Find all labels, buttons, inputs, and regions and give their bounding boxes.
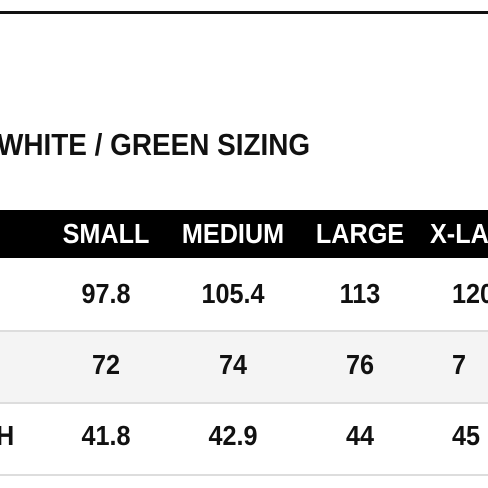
top-rule: [0, 11, 488, 14]
cell: 113: [339, 278, 381, 309]
cell: 76: [345, 349, 375, 380]
title: WHITE / GREEN SIZING: [0, 127, 311, 162]
cell: 105.4: [201, 278, 265, 309]
bottom-rule: [0, 474, 488, 476]
cell: 72: [91, 349, 121, 380]
row-band: [0, 330, 488, 404]
cell: 97.8: [81, 278, 131, 309]
header-cell: LARGE: [315, 218, 405, 249]
cell: 74: [218, 349, 248, 380]
cell: 45: [452, 420, 481, 451]
row-label: H: [0, 420, 14, 452]
cell: 41.8: [81, 420, 131, 451]
cell: 7: [452, 349, 467, 380]
header-cell: SMALL: [62, 218, 150, 249]
cell: 42.9: [208, 420, 258, 451]
header-cell: X-LA: [430, 218, 488, 249]
header-bar: [0, 210, 488, 258]
cell: 120: [452, 278, 488, 309]
header-cell: MEDIUM: [181, 218, 285, 249]
cell: 44: [345, 420, 375, 451]
